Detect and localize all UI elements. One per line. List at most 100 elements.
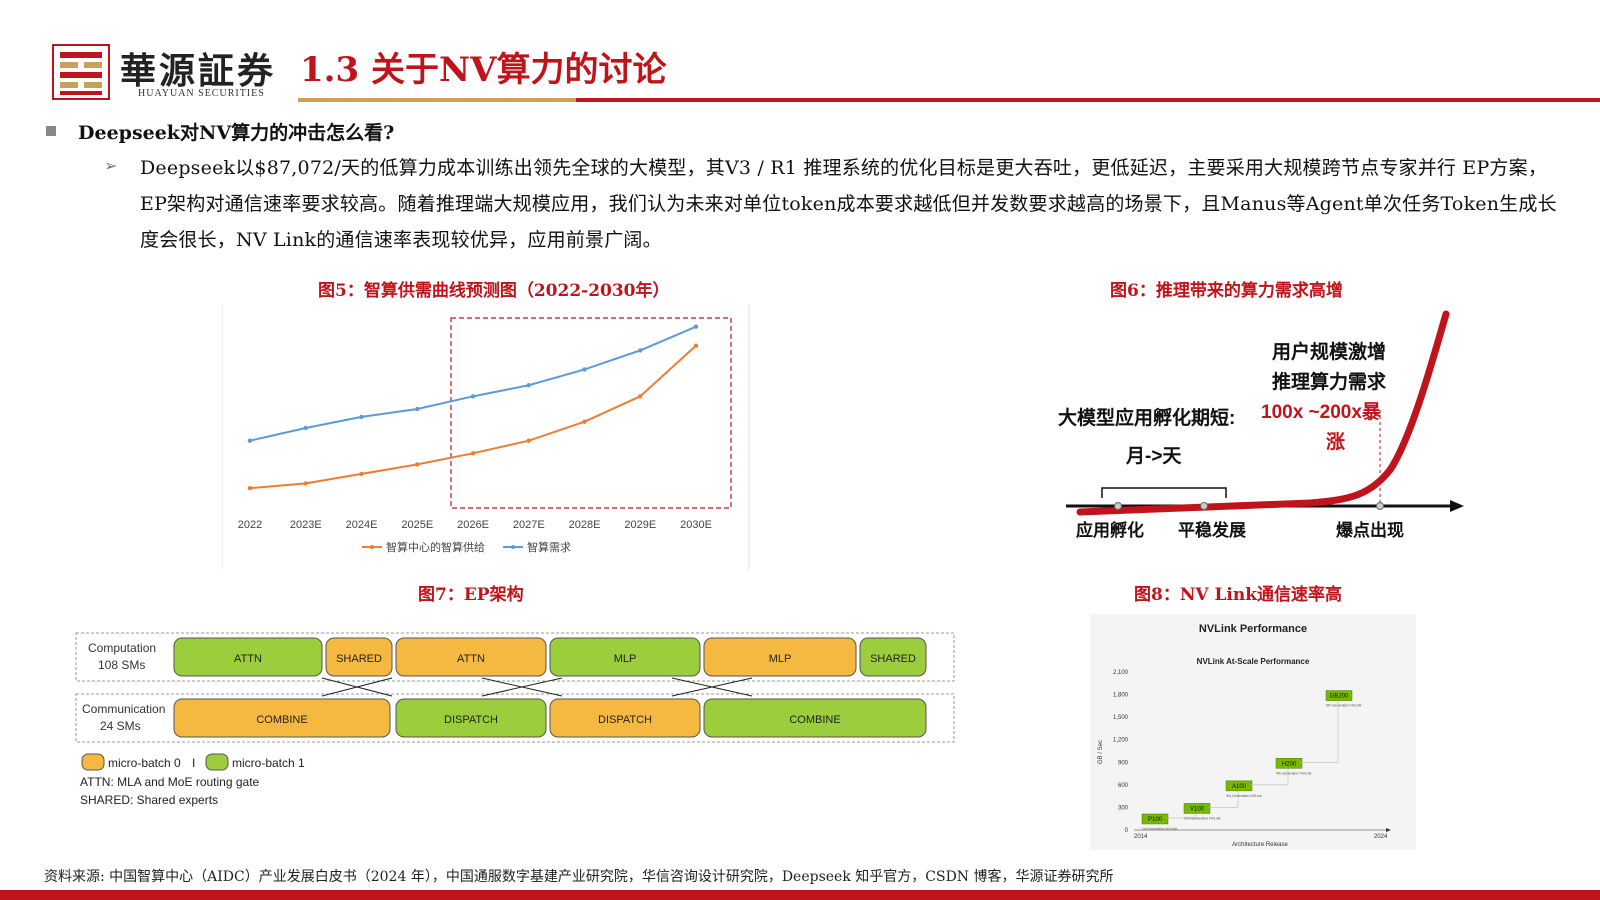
fig5-point <box>247 438 253 443</box>
fig5-xtick: 2025E <box>401 519 433 531</box>
fig8-note: 3rd Generation NVLink <box>1226 794 1262 798</box>
fig6-label-top1: 用户规模激增 <box>1272 340 1386 363</box>
fig5-xtick: 2027E <box>513 519 545 531</box>
fig5-point <box>638 348 643 353</box>
fig7-block-attn-1 <box>173 637 323 677</box>
fig5-xtick: 2023E <box>290 519 322 531</box>
fig7-block-mlp-2 <box>703 637 857 677</box>
fig6-label-red2: 涨 <box>1326 431 1345 453</box>
fig5-point <box>415 406 420 412</box>
fig5-point <box>582 367 587 372</box>
fig8-title: NVLink Performance <box>1199 623 1307 635</box>
fig8-ytick: 2,100 <box>1113 670 1129 676</box>
fig5-point <box>638 394 643 399</box>
fig8-x-end: 2024 <box>1374 834 1388 840</box>
fig5-series-line-1 <box>249 325 697 442</box>
fig5-point <box>470 394 476 399</box>
fig7-row2-label1: Communication <box>82 702 165 716</box>
fig5-point <box>693 343 699 348</box>
body-paragraph: Deepseek以$87,072/天的低算力成本训练出领先全球的大模型，其V3 … <box>140 157 1557 251</box>
title-underline-red <box>576 98 1600 102</box>
fig6-label-mid: 大模型应用孵化期短: <box>1058 406 1235 429</box>
fig8-ytick: 900 <box>1118 760 1129 766</box>
fig8-ytick: 600 <box>1118 783 1129 789</box>
fig8-note: 1st Generation NVLink <box>1142 827 1177 831</box>
fig5-xtick: 2028E <box>569 519 601 531</box>
fig5-point <box>359 414 364 420</box>
fig6-bracket <box>1101 487 1227 498</box>
fig8-bar-a100 <box>1225 780 1253 792</box>
fig8-bar-label: V100 <box>1190 806 1205 812</box>
fig8-bar-label: GB200 <box>1330 694 1349 700</box>
fig6-caption: 图6：推理带来的算力需求高增 <box>1110 281 1343 301</box>
fig5-point <box>247 485 253 491</box>
page-title: 1.3 关于NV算力的讨论 <box>300 50 667 90</box>
fig6-label-bracket: 月->天 <box>1125 446 1182 467</box>
fig7-row1-label2: 108 SMs <box>98 658 145 672</box>
fig8-bar-label: H200 <box>1282 761 1297 767</box>
fig5-legend-label-1: 智算需求 <box>527 540 571 554</box>
fig8-bar-label: P100 <box>1148 817 1163 823</box>
fig5-xtick: 2022 <box>238 519 262 531</box>
fig7-legend-swatch-1 <box>205 753 229 771</box>
fig5-point <box>526 383 531 388</box>
fig5-caption: 图5：智算供需曲线预测图（2022-2030年） <box>318 281 670 301</box>
fig6-stage-3: 爆点出现 <box>1336 520 1404 540</box>
fig8-ytick: 0 <box>1125 828 1129 834</box>
fig5-point <box>303 481 308 486</box>
footer-bar <box>0 890 1600 900</box>
fig5-legend-marker-1 <box>511 545 515 549</box>
fig8-bar-gb200 <box>1325 690 1353 701</box>
svg-text:ATTN: ATTN <box>457 653 485 665</box>
fig8-bar-h200 <box>1275 758 1303 769</box>
fig7-block-attn-2 <box>395 637 547 677</box>
fig5-legend-marker-0 <box>370 545 374 549</box>
fig8-step-line <box>1208 788 1239 808</box>
section-question: Deepseek对NV算力的冲击怎么看? <box>78 122 395 144</box>
fig5-series-line-0 <box>249 344 697 490</box>
fig5-point <box>693 324 699 329</box>
svg-text:SHARED: SHARED <box>336 653 382 665</box>
fig8-ylabel: GB / Sec <box>1098 740 1104 764</box>
svg-text:COMBINE: COMBINE <box>789 714 840 726</box>
fig8-note: 2nd Generation NVLink <box>1184 816 1221 820</box>
fig7-legend-0: micro-batch 0 <box>108 756 181 770</box>
svg-text:SHARED: SHARED <box>870 653 916 665</box>
fig7-note-1: ATTN: MLA and MoE routing gate <box>80 775 260 789</box>
fig7-block-shared-1 <box>325 637 393 677</box>
fig7-block-dispatch-2 <box>549 698 701 738</box>
fig8-caption: 图8：NV Link通信速率高 <box>1134 585 1343 605</box>
bullet-square-icon <box>46 126 56 136</box>
fig7-legend-1: micro-batch 1 <box>232 756 305 770</box>
fig8-ytick: 1,500 <box>1113 715 1129 721</box>
fig5-point <box>582 419 587 424</box>
fig8-bar-p100 <box>1141 813 1169 825</box>
fig5-xtick: 2024E <box>346 519 378 531</box>
fig7-block-combine-2 <box>703 698 927 738</box>
company-logo-icon <box>52 44 110 100</box>
fig7-legend-swatch-0 <box>81 753 105 771</box>
fig5-point <box>415 462 420 467</box>
svg-text:DISPATCH: DISPATCH <box>444 714 498 726</box>
svg-text:DISPATCH: DISPATCH <box>598 714 652 726</box>
fig8-step-line <box>1250 766 1289 786</box>
fig6-stage-2: 平稳发展 <box>1178 520 1246 540</box>
fig8-nvlink-chart: NVLink Performance NVLink At-Scale Perfo… <box>1090 614 1416 850</box>
fig8-ytick: 1,200 <box>1113 738 1129 744</box>
fig8-note: 4th Generation NVLink <box>1276 771 1312 775</box>
fig5-point <box>526 438 531 443</box>
fig7-note-2: SHARED: Shared experts <box>80 793 218 807</box>
fig6-axis-arrowhead-icon <box>1450 500 1464 512</box>
title-underline-gold <box>298 98 576 102</box>
fig7-caption: 图7：EP架构 <box>418 585 524 605</box>
fig7-row1-label1: Computation <box>88 641 156 655</box>
fig6-growth-diagram: 用户规模激增 推理算力需求 大模型应用孵化期短: 100x ~200x暴 涨 月… <box>1058 310 1464 540</box>
fig7-row2-label2: 24 SMs <box>100 719 141 733</box>
fig5-line-chart: 2022 2023E 2024E 2025E 2026E 2027E 2028E 2029E 2… <box>222 304 750 570</box>
fig7-legend-sep: I <box>192 756 195 770</box>
svg-text:COMBINE: COMBINE <box>256 714 307 726</box>
fig5-xtick: 2026E <box>457 519 489 531</box>
fig5-legend-label-0: 智算中心的智算供给 <box>386 540 485 554</box>
fig5-point <box>359 471 364 477</box>
fig5-xtick: 2029E <box>624 519 656 531</box>
